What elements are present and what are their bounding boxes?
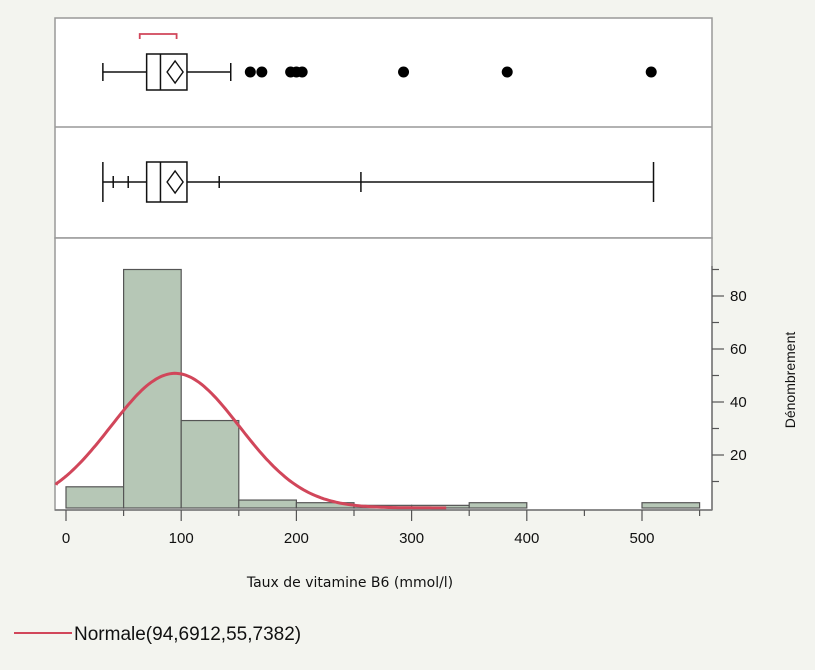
mean-diamond bbox=[166, 59, 184, 85]
legend-label: Normale(94,6912,55,7382) bbox=[74, 624, 301, 645]
histogram-bar-10 bbox=[641, 502, 701, 509]
x-axis: 0 100 200 300 400 500 bbox=[55, 509, 712, 547]
histogram-bar-7 bbox=[468, 502, 528, 509]
quantile-boxplot bbox=[102, 161, 655, 203]
histogram-bar-2 bbox=[180, 419, 240, 509]
y-axis-label: Dénombrement bbox=[782, 332, 798, 429]
shortest-half-bracket bbox=[138, 33, 178, 39]
normal-fit-curve bbox=[54, 371, 447, 510]
histogram-bar-3 bbox=[238, 499, 298, 509]
y-tick-label-2: 60 bbox=[730, 341, 747, 358]
x-tick-label-4: 400 bbox=[514, 530, 539, 547]
outlier-point-7 bbox=[645, 66, 657, 78]
outlier-point-4 bbox=[296, 66, 308, 78]
outlier-point-5 bbox=[398, 66, 410, 78]
x-tick-label-5: 500 bbox=[629, 530, 654, 547]
outlier-point-6 bbox=[501, 66, 513, 78]
outlier-point-1 bbox=[256, 66, 268, 78]
outlier-point-0 bbox=[244, 66, 256, 78]
x-tick-label-2: 200 bbox=[284, 530, 309, 547]
normal-curve-group bbox=[54, 371, 447, 510]
histogram-bar-1 bbox=[122, 268, 182, 509]
x-tick-label-0: 0 bbox=[62, 530, 70, 547]
boxplot-panel bbox=[54, 17, 713, 239]
histogram-bar-0 bbox=[65, 486, 125, 509]
y-axis: 20 40 60 80 bbox=[711, 266, 747, 510]
y-tick-label-3: 80 bbox=[730, 288, 747, 305]
x-tick-label-1: 100 bbox=[169, 530, 194, 547]
y-tick-label-0: 20 bbox=[730, 447, 747, 464]
quantile-mean-diamond bbox=[166, 169, 184, 195]
x-axis-label: Taux de vitamine B6 (mmol/l) bbox=[246, 575, 453, 591]
x-tick-label-3: 300 bbox=[399, 530, 424, 547]
outlier-boxplot bbox=[102, 33, 657, 91]
histogram-bars bbox=[65, 268, 701, 509]
y-tick-label-1: 40 bbox=[730, 394, 747, 411]
